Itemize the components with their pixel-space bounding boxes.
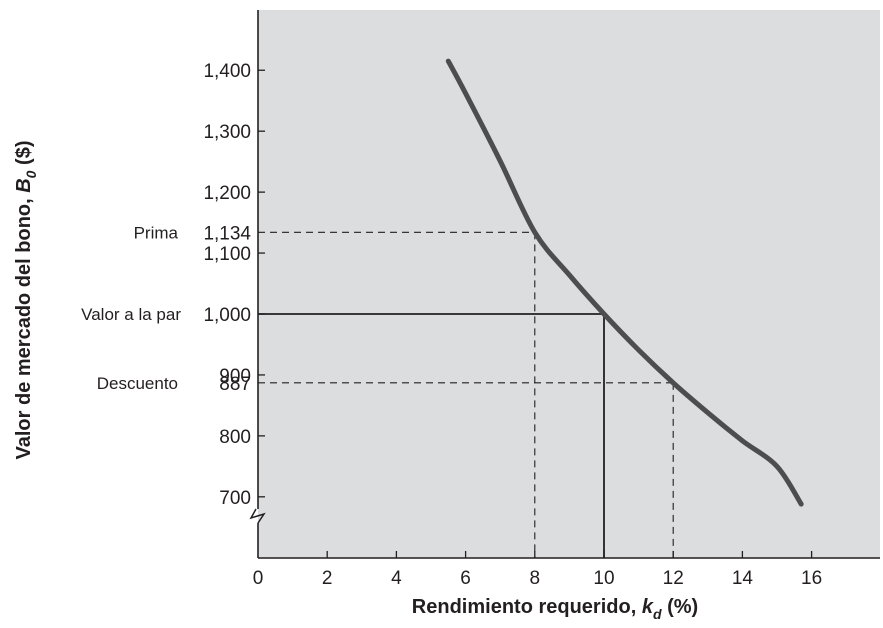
x-tick-label: 0 xyxy=(253,568,264,589)
y-axis-title: Valor de mercado del bono, B0 ($) xyxy=(13,141,39,460)
annotation-value: 1,134 xyxy=(203,223,251,244)
x-tick-label: 16 xyxy=(801,568,822,589)
y-axis-ticks: 700 800 900 1,000 1,100 1,200 1,300 1,400 xyxy=(203,61,265,509)
x-tick-label: 14 xyxy=(732,568,754,589)
x-tick-label: 2 xyxy=(322,568,333,589)
y-tick-label: 1,300 xyxy=(203,122,251,143)
bond-value-curve xyxy=(445,58,804,507)
x-axis-title: Rendimiento requerido, kd (%) xyxy=(412,596,698,622)
axes xyxy=(249,10,880,559)
x-tick-label: 8 xyxy=(530,568,541,589)
annotation-value: 887 xyxy=(219,374,251,395)
annotation-labels: 1,134 Prima Valor a la par 887 Descuento xyxy=(81,223,251,395)
y-tick-label: 1,100 xyxy=(203,244,251,265)
y-tick-label: 1,000 xyxy=(203,305,251,326)
annotation-label: Valor a la par xyxy=(81,305,181,324)
x-tick-label: 4 xyxy=(391,568,402,589)
y-tick-label: 800 xyxy=(219,427,251,448)
guide-lines xyxy=(258,231,674,558)
y-tick-label: 900 xyxy=(219,366,251,387)
annotation-label: Descuento xyxy=(97,374,178,393)
y-tick-label: 1,400 xyxy=(203,61,251,82)
x-tick-label: 6 xyxy=(460,568,471,589)
x-axis-ticks: 0 2 4 6 8 10 12 14 16 xyxy=(253,551,822,589)
y-tick-label: 1,200 xyxy=(203,183,251,204)
y-tick-label: 700 xyxy=(219,488,251,509)
x-tick-label: 12 xyxy=(663,568,684,589)
axis-break-mark xyxy=(249,508,266,524)
annotation-label: Prima xyxy=(134,223,179,242)
x-tick-label: 10 xyxy=(593,568,614,589)
